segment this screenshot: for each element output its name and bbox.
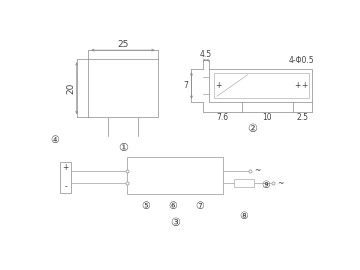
Text: 4-Φ0.5: 4-Φ0.5 [288, 56, 314, 65]
Text: 7: 7 [184, 81, 189, 90]
Text: ④: ④ [51, 135, 59, 145]
Text: +: + [62, 163, 69, 173]
Text: ⑧: ⑧ [239, 211, 248, 221]
Text: 4.5: 4.5 [200, 50, 212, 59]
Text: ~: ~ [277, 179, 283, 188]
Text: ①: ① [118, 143, 128, 153]
Text: 2.5: 2.5 [296, 113, 308, 122]
Text: ②: ② [248, 124, 258, 134]
Text: ⑥: ⑥ [168, 201, 177, 211]
Text: 20: 20 [66, 83, 75, 94]
Text: 25: 25 [117, 40, 129, 49]
Text: ~: ~ [254, 167, 260, 176]
Text: ③: ③ [170, 218, 180, 228]
Text: ⑦: ⑦ [195, 201, 204, 211]
Text: ⑨: ⑨ [261, 180, 270, 190]
Text: 7.6: 7.6 [216, 113, 228, 122]
Text: +: + [301, 81, 308, 90]
Text: 10: 10 [262, 113, 272, 122]
Text: -: - [64, 182, 67, 191]
Text: ⑤: ⑤ [141, 201, 150, 211]
Text: +: + [215, 81, 221, 90]
Text: +: + [294, 81, 301, 90]
